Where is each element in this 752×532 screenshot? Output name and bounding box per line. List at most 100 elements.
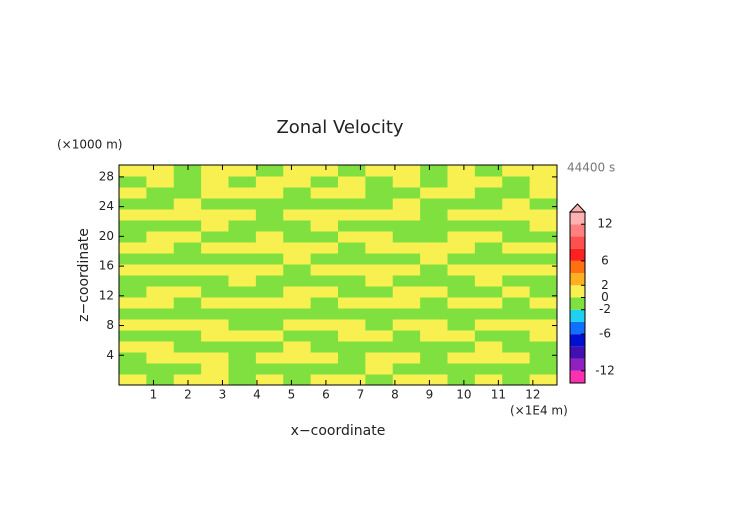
heatmap-cell xyxy=(338,165,366,177)
heatmap-cell xyxy=(228,187,257,199)
heatmap-cell xyxy=(283,176,312,188)
heatmap-cell xyxy=(173,308,202,320)
heatmap-cell xyxy=(228,264,257,276)
heatmap-cell xyxy=(447,330,476,342)
time-annotation: 44400 s xyxy=(567,161,615,175)
chart-title: Zonal Velocity xyxy=(276,117,403,138)
heatmap-cell xyxy=(146,286,175,298)
heatmap-cell xyxy=(365,330,394,342)
heatmap-cell xyxy=(310,198,339,210)
heatmap-cell xyxy=(173,374,202,386)
heatmap-cell xyxy=(146,264,175,276)
heatmap-cell xyxy=(310,363,339,375)
heatmap-cell xyxy=(283,253,312,265)
heatmap-cell xyxy=(420,231,448,243)
heatmap-cell xyxy=(447,231,476,243)
heatmap-cell xyxy=(201,176,229,188)
heatmap-cell xyxy=(201,264,229,276)
heatmap-cell xyxy=(146,352,175,364)
heatmap-cell xyxy=(392,297,421,309)
heatmap-cell xyxy=(447,220,476,232)
heatmap-cell xyxy=(392,165,421,177)
x-tick-label: 12 xyxy=(525,388,540,402)
heatmap-cell xyxy=(420,198,448,210)
heatmap-cell xyxy=(228,297,257,309)
heatmap-cell xyxy=(365,352,394,364)
heatmap-cell xyxy=(173,286,202,298)
heatmap-cell xyxy=(502,253,531,265)
heatmap-cell xyxy=(529,319,558,331)
colorbar-tick-label: -12 xyxy=(595,363,615,377)
heatmap-cell xyxy=(201,308,229,320)
heatmap-cell xyxy=(474,363,503,375)
heatmap-cell xyxy=(310,165,339,177)
heatmap-cell xyxy=(283,286,312,298)
colorbar-tick-label: -6 xyxy=(599,327,611,341)
heatmap-cell xyxy=(255,352,284,364)
heatmap-cell xyxy=(474,198,503,210)
heatmap-cell xyxy=(447,187,476,199)
heatmap-cell xyxy=(474,374,503,386)
heatmap-cell xyxy=(392,198,421,210)
heatmap-cell xyxy=(201,297,229,309)
heatmap-cell xyxy=(283,341,312,353)
heatmap-cell xyxy=(119,286,147,298)
heatmap-cell xyxy=(310,308,339,320)
heatmap-cell xyxy=(447,198,476,210)
y-unit: (×1000 m) xyxy=(57,138,122,152)
x-tick-label: 5 xyxy=(288,388,296,402)
heatmap-cell xyxy=(228,319,257,331)
heatmap-cell xyxy=(338,231,366,243)
heatmap-cell xyxy=(228,352,257,364)
heatmap-cell xyxy=(173,187,202,199)
heatmap-cell xyxy=(392,264,421,276)
heatmap-cell xyxy=(392,275,421,287)
heatmap-cell xyxy=(119,330,147,342)
colorbar-tick-label: 2 xyxy=(601,278,609,292)
heatmap-cell xyxy=(173,231,202,243)
heatmap-cell xyxy=(119,187,147,199)
heatmap-cell xyxy=(201,198,229,210)
heatmap-cell xyxy=(474,253,503,265)
heatmap-cell xyxy=(420,165,448,177)
heatmap-cell xyxy=(392,187,421,199)
heatmap-cell xyxy=(173,341,202,353)
y-tick-label: 4 xyxy=(106,348,114,362)
heatmap-cell xyxy=(392,341,421,353)
heatmap-cell xyxy=(119,297,147,309)
heatmap-cell xyxy=(283,187,312,199)
heatmap-cell xyxy=(146,341,175,353)
heatmap-cell xyxy=(529,209,558,221)
heatmap-cell xyxy=(338,374,366,386)
heatmap-cell xyxy=(338,176,366,188)
heatmap-cell xyxy=(338,242,366,254)
heatmap-cell xyxy=(420,220,448,232)
heatmap-cell xyxy=(146,187,175,199)
heatmap-cell xyxy=(529,352,558,364)
heatmap-cell xyxy=(474,275,503,287)
heatmap-cell xyxy=(365,165,394,177)
heatmap-cell xyxy=(338,253,366,265)
heatmap-cell xyxy=(255,220,284,232)
heatmap-cell xyxy=(119,352,147,364)
heatmap-cell xyxy=(228,231,257,243)
heatmap-cell xyxy=(146,275,175,287)
colorbar-segment xyxy=(570,358,585,371)
x-tick-label: 11 xyxy=(491,388,506,402)
heatmap-cell xyxy=(173,319,202,331)
heatmap-cell xyxy=(173,297,202,309)
heatmap-cell xyxy=(420,253,448,265)
heatmap-cell xyxy=(201,165,229,177)
y-tick-label: 16 xyxy=(99,259,114,273)
heatmap-cell xyxy=(529,231,558,243)
heatmap-cell xyxy=(283,297,312,309)
heatmap-cell xyxy=(392,286,421,298)
heatmap-cell xyxy=(201,330,229,342)
heatmap-cell xyxy=(283,319,312,331)
colorbar-segment xyxy=(570,297,585,310)
heatmap-cell xyxy=(420,187,448,199)
heatmap-cell xyxy=(228,341,257,353)
heatmap-cell xyxy=(502,352,531,364)
x-unit: (×1E4 m) xyxy=(510,404,568,418)
heatmap-cell xyxy=(173,275,202,287)
